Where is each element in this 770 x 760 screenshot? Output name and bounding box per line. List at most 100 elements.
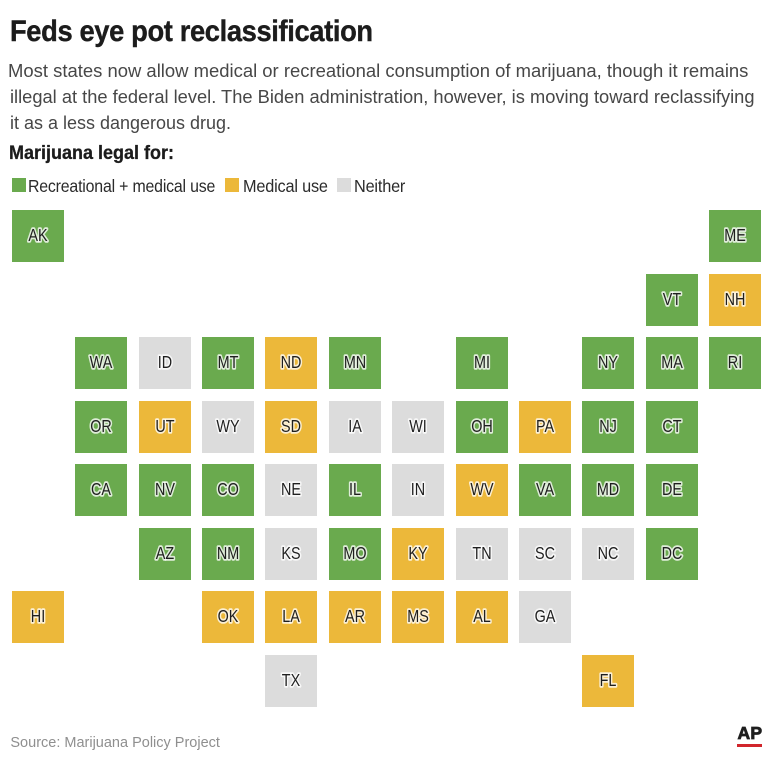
svg-text:MI: MI xyxy=(474,352,490,372)
svg-text:NY: NY xyxy=(598,352,618,372)
svg-text:IA: IA xyxy=(348,416,362,436)
svg-text:MN: MN xyxy=(344,352,366,372)
svg-text:VT: VT xyxy=(663,289,681,309)
svg-text:CO: CO xyxy=(217,479,239,499)
svg-text:OH: OH xyxy=(471,416,493,436)
svg-text:VA: VA xyxy=(536,479,554,499)
svg-text:NV: NV xyxy=(155,479,175,499)
svg-text:ND: ND xyxy=(281,352,302,372)
svg-text:OR: OR xyxy=(90,416,112,436)
svg-text:CT: CT xyxy=(662,416,681,436)
svg-text:CO: CO xyxy=(217,479,239,499)
svg-text:NM: NM xyxy=(217,543,239,563)
svg-text:GA: GA xyxy=(535,606,556,626)
svg-text:FL: FL xyxy=(600,670,617,690)
svg-text:NM: NM xyxy=(217,543,239,563)
svg-text:OH: OH xyxy=(471,416,493,436)
svg-text:MA: MA xyxy=(661,352,683,372)
svg-text:AR: AR xyxy=(345,606,365,626)
svg-text:AL: AL xyxy=(473,606,491,626)
svg-text:NE: NE xyxy=(281,479,301,499)
svg-text:DC: DC xyxy=(662,543,683,563)
svg-text:KS: KS xyxy=(281,543,300,563)
svg-text:ID: ID xyxy=(158,352,172,372)
svg-text:WA: WA xyxy=(90,352,113,372)
svg-text:VT: VT xyxy=(663,289,681,309)
svg-text:NH: NH xyxy=(725,289,746,309)
svg-text:LA: LA xyxy=(282,606,300,626)
svg-text:PA: PA xyxy=(536,416,554,436)
svg-text:LA: LA xyxy=(282,606,300,626)
svg-text:WI: WI xyxy=(409,416,427,436)
svg-text:TX: TX xyxy=(282,670,301,690)
svg-text:IL: IL xyxy=(349,479,361,499)
svg-text:NJ: NJ xyxy=(599,416,617,436)
svg-text:SC: SC xyxy=(535,543,555,563)
svg-text:AR: AR xyxy=(345,606,365,626)
svg-text:CT: CT xyxy=(662,416,681,436)
svg-text:NV: NV xyxy=(155,479,175,499)
svg-text:WV: WV xyxy=(470,479,493,499)
svg-text:MO: MO xyxy=(343,543,366,563)
svg-text:KY: KY xyxy=(408,543,427,563)
svg-text:VA: VA xyxy=(536,479,554,499)
svg-text:OK: OK xyxy=(218,606,239,626)
svg-text:NH: NH xyxy=(725,289,746,309)
svg-text:CA: CA xyxy=(91,479,111,499)
svg-text:ME: ME xyxy=(724,225,746,245)
svg-text:KS: KS xyxy=(281,543,300,563)
svg-text:HI: HI xyxy=(31,606,45,626)
svg-text:MD: MD xyxy=(597,479,619,499)
svg-text:WV: WV xyxy=(470,479,493,499)
svg-text:MA: MA xyxy=(661,352,683,372)
svg-text:UT: UT xyxy=(155,416,174,436)
svg-text:RI: RI xyxy=(728,352,742,372)
svg-text:UT: UT xyxy=(155,416,174,436)
svg-text:WA: WA xyxy=(90,352,113,372)
svg-text:MS: MS xyxy=(407,606,429,626)
svg-text:ID: ID xyxy=(158,352,172,372)
svg-text:ME: ME xyxy=(724,225,746,245)
svg-text:MD: MD xyxy=(597,479,619,499)
svg-text:SD: SD xyxy=(281,416,301,436)
svg-text:NC: NC xyxy=(598,543,619,563)
svg-text:IA: IA xyxy=(348,416,362,436)
svg-text:MS: MS xyxy=(407,606,429,626)
svg-text:SC: SC xyxy=(535,543,555,563)
svg-text:IN: IN xyxy=(411,479,425,499)
svg-text:IN: IN xyxy=(411,479,425,499)
svg-text:MO: MO xyxy=(343,543,366,563)
svg-text:WI: WI xyxy=(409,416,427,436)
svg-text:DE: DE xyxy=(662,479,682,499)
svg-text:KY: KY xyxy=(408,543,427,563)
svg-text:SD: SD xyxy=(281,416,301,436)
svg-text:DC: DC xyxy=(662,543,683,563)
svg-text:NY: NY xyxy=(598,352,618,372)
svg-text:ND: ND xyxy=(281,352,302,372)
svg-text:WY: WY xyxy=(216,416,239,436)
svg-text:OK: OK xyxy=(218,606,239,626)
svg-text:MT: MT xyxy=(218,352,239,372)
svg-text:TN: TN xyxy=(472,543,491,563)
svg-text:NE: NE xyxy=(281,479,301,499)
svg-text:MN: MN xyxy=(344,352,366,372)
svg-text:NJ: NJ xyxy=(599,416,617,436)
svg-text:GA: GA xyxy=(535,606,556,626)
svg-text:DE: DE xyxy=(662,479,682,499)
svg-text:AL: AL xyxy=(473,606,491,626)
svg-text:NC: NC xyxy=(598,543,619,563)
svg-text:TX: TX xyxy=(282,670,301,690)
svg-text:WY: WY xyxy=(216,416,239,436)
svg-text:OR: OR xyxy=(90,416,112,436)
svg-text:AK: AK xyxy=(28,225,47,245)
svg-text:TN: TN xyxy=(472,543,491,563)
svg-text:FL: FL xyxy=(600,670,617,690)
svg-text:AK: AK xyxy=(28,225,47,245)
svg-text:IL: IL xyxy=(349,479,361,499)
svg-text:PA: PA xyxy=(536,416,554,436)
svg-text:MI: MI xyxy=(474,352,490,372)
svg-text:HI: HI xyxy=(31,606,45,626)
svg-text:AZ: AZ xyxy=(156,543,174,563)
svg-text:CA: CA xyxy=(91,479,111,499)
svg-text:RI: RI xyxy=(728,352,742,372)
